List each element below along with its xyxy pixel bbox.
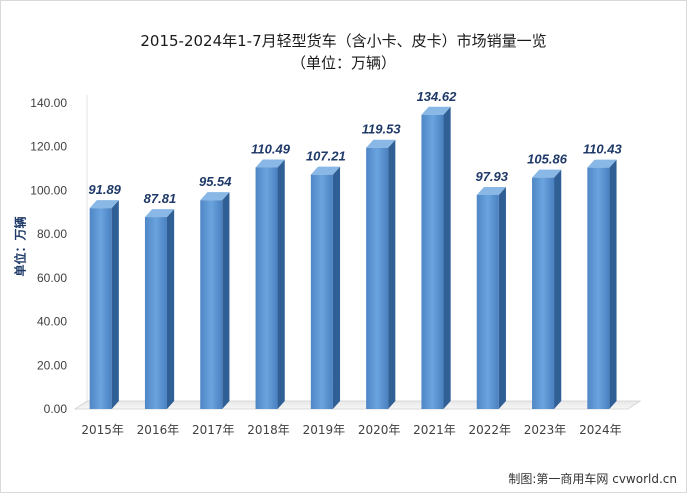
bar-front <box>366 147 389 409</box>
bar-front <box>255 167 278 409</box>
bar <box>366 139 396 409</box>
bar-front <box>476 194 499 409</box>
x-tick-label: 2015年 <box>81 423 124 437</box>
y-tick-label: 20.00 <box>37 358 67 372</box>
data-label: 91.89 <box>88 182 121 197</box>
data-label: 97.93 <box>475 169 508 184</box>
bar-top <box>310 166 341 175</box>
data-label: 87.81 <box>144 191 177 206</box>
y-tick-label: 40.00 <box>37 315 67 329</box>
bar-top <box>476 186 506 195</box>
bar-front <box>200 200 223 409</box>
bar <box>310 166 341 409</box>
bar-side <box>388 139 396 409</box>
bar-side <box>609 159 617 409</box>
bar-front <box>532 177 555 409</box>
x-tick-label: 2022年 <box>468 423 511 437</box>
y-tick-label: 140.00 <box>30 96 67 110</box>
bar-top <box>200 192 230 201</box>
bar-side <box>111 200 119 409</box>
x-tick-label: 2020年 <box>358 423 401 437</box>
y-tick-label: 120.00 <box>30 140 67 154</box>
bar-top <box>421 106 451 115</box>
y-tick-label: 100.00 <box>30 183 67 197</box>
bar-side <box>222 192 230 409</box>
bar <box>200 192 230 409</box>
data-label: 119.53 <box>362 122 402 137</box>
bar-front <box>89 208 112 409</box>
bar-front <box>144 217 167 409</box>
bar-top <box>366 139 396 148</box>
x-tick-label: 2019年 <box>303 423 346 437</box>
chart-bars <box>89 106 617 409</box>
bar-top <box>587 159 617 168</box>
chart-title: 2015-2024年1-7月轻型货车（含小卡、皮卡）市场销量一览 <box>140 32 547 50</box>
bar <box>144 209 175 409</box>
source-credit: 制图:第一商用车网 cvworld.cn <box>508 472 677 486</box>
bar <box>89 200 119 409</box>
bar-side <box>166 209 175 409</box>
bar-side <box>277 159 285 409</box>
data-label: 134.62 <box>417 89 458 104</box>
y-tick-label: 80.00 <box>37 227 67 241</box>
x-tick-label: 2016年 <box>137 423 180 437</box>
bar <box>532 169 562 409</box>
bar-top <box>89 200 119 209</box>
bar-top <box>255 159 285 168</box>
bar <box>421 106 451 409</box>
chart-subtitle: （单位：万辆） <box>290 54 396 72</box>
x-tick-label: 2018年 <box>247 423 290 437</box>
bar-top <box>144 209 175 218</box>
data-label: 95.54 <box>199 174 232 189</box>
x-tick-label: 2024年 <box>579 423 622 437</box>
y-tick-label: 0.00 <box>44 402 68 416</box>
data-label: 110.43 <box>583 142 623 157</box>
bar-front <box>310 174 333 409</box>
bar-front <box>421 114 444 409</box>
data-label: 107.21 <box>306 149 346 164</box>
bar-front <box>587 167 610 409</box>
bar-side <box>332 166 341 409</box>
x-tick-label: 2023年 <box>524 423 567 437</box>
bar <box>255 159 285 409</box>
bar <box>587 159 617 409</box>
data-label: 105.86 <box>527 152 568 167</box>
bar-side <box>554 169 562 409</box>
bar-side <box>443 106 451 409</box>
bar-side <box>498 186 506 409</box>
chart-labels: 91.89 2015年 87.81 2016年 95.54 2017年 110.49 2018… <box>81 89 622 437</box>
bar-top <box>532 169 562 178</box>
x-tick-label: 2021年 <box>413 423 456 437</box>
x-tick-label: 2017年 <box>192 423 235 437</box>
bar <box>476 186 506 409</box>
data-label: 110.49 <box>251 142 291 157</box>
y-tick-label: 60.00 <box>37 271 67 285</box>
